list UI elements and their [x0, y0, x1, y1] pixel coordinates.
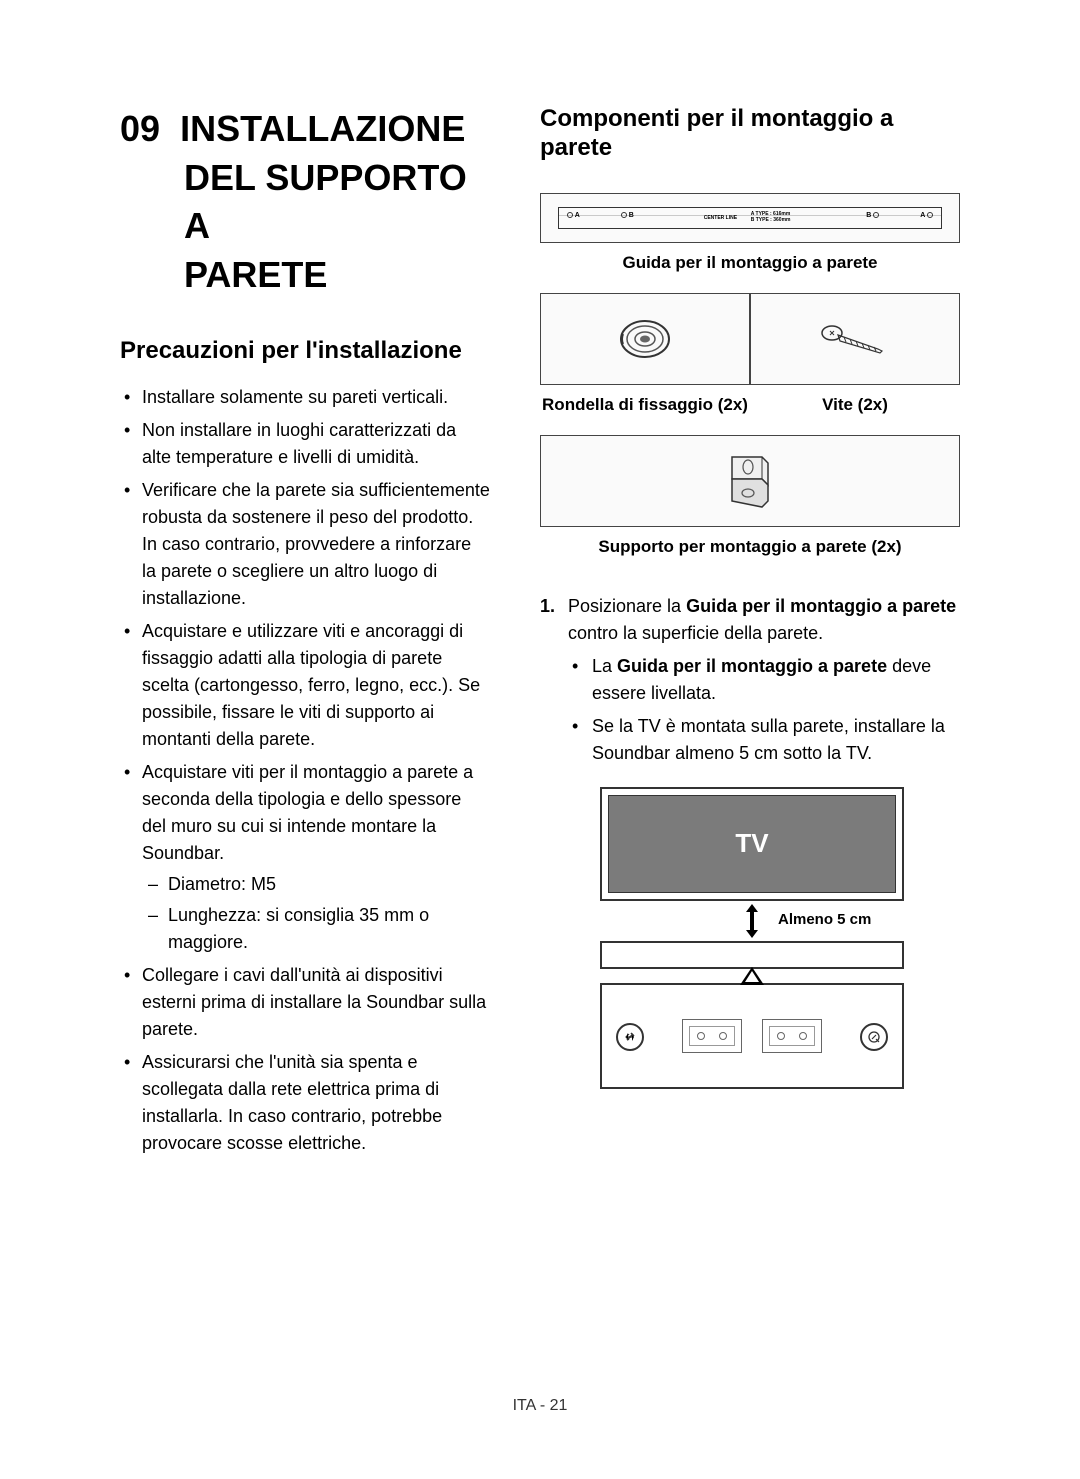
washer-caption: Rondella di fissaggio (2x): [540, 395, 750, 415]
list-item: Installare solamente su pareti verticali…: [120, 384, 490, 411]
hole-mark-left: [616, 1023, 644, 1051]
mark-a-left: A: [575, 212, 580, 219]
washer-illustration: [540, 293, 750, 385]
step-number: 1.: [540, 593, 555, 620]
step-sub-item: La Guida per il montaggio a parete deve …: [568, 653, 960, 707]
guide-caption: Guida per il montaggio a parete: [540, 253, 960, 273]
bracket-icon: [720, 449, 780, 513]
guide-illustration: A B CENTER LINE A TYPE : 616mm B TYPE : …: [540, 193, 960, 243]
step-text-bold: Guida per il montaggio a parete: [686, 596, 956, 616]
double-arrow-icon: [743, 902, 761, 940]
washer-screw-captions: Rondella di fissaggio (2x) Vite (2x): [540, 395, 960, 415]
wall-guide-scene: [600, 983, 904, 1089]
gap-label: Almeno 5 cm: [778, 911, 871, 928]
step-sublist: La Guida per il montaggio a parete deve …: [568, 653, 960, 767]
step-text-post: contro la superficie della parete.: [568, 623, 823, 643]
sub-list-item: Diametro: M5: [142, 871, 490, 898]
title-line2: DEL SUPPORTO A: [120, 154, 490, 251]
left-subtitle: Precauzioni per l'installazione: [120, 337, 490, 366]
screw-icon: [820, 319, 890, 359]
list-item-text: Acquistare viti per il montaggio a paret…: [142, 762, 473, 863]
sub-list-item: Lunghezza: si consiglia 35 mm o maggiore…: [142, 902, 490, 956]
list-item: Verificare che la parete sia sufficiente…: [120, 477, 490, 612]
guide-ruler: A B CENTER LINE A TYPE : 616mm B TYPE : …: [558, 207, 943, 229]
section-number: 09: [120, 108, 160, 149]
mark-type-b: B TYPE : 360mm: [751, 217, 791, 223]
list-item: Acquistare e utilizzare viti e ancoraggi…: [120, 618, 490, 753]
mark-center: CENTER LINE: [704, 215, 737, 221]
tv-frame: TV: [600, 787, 904, 901]
soundbar-outline: [600, 941, 904, 969]
precautions-list: Installare solamente su pareti verticali…: [120, 384, 490, 1157]
washer-screw-row: [540, 293, 960, 385]
step-text-pre: Posizionare la: [568, 596, 686, 616]
step-item: 1. Posizionare la Guida per il montaggio…: [540, 593, 960, 767]
list-item: Collegare i cavi dall'unità ai dispositi…: [120, 962, 490, 1043]
list-item: Non installare in luoghi caratterizzati …: [120, 417, 490, 471]
list-item: Acquistare viti per il montaggio a paret…: [120, 759, 490, 956]
screw-caption: Vite (2x): [750, 395, 960, 415]
tv-diagram: TV Almeno 5 cm: [600, 787, 904, 1089]
guide-bracket-right: [762, 1019, 822, 1053]
title-line1: INSTALLAZIONE: [180, 108, 465, 149]
washer-icon: [617, 316, 673, 362]
mark-b-right: B: [866, 212, 871, 219]
tv-screen: TV: [608, 795, 896, 893]
sub-bold: Guida per il montaggio a parete: [617, 656, 887, 676]
tv-label: TV: [735, 828, 768, 859]
bracket-illustration: [540, 435, 960, 527]
page-number: ITA - 21: [0, 1397, 1080, 1415]
hole-mark-right: [860, 1023, 888, 1051]
guide-bracket-left: [682, 1019, 742, 1053]
sub-pre: La: [592, 656, 617, 676]
screw-illustration: [750, 293, 960, 385]
step-sub-item: Se la TV è montata sulla parete, install…: [568, 713, 960, 767]
steps-list: 1. Posizionare la Guida per il montaggio…: [540, 593, 960, 767]
gap-indicator: Almeno 5 cm: [600, 901, 904, 941]
mark-b-left: B: [629, 212, 634, 219]
title-line3: PARETE: [120, 251, 490, 300]
right-subtitle: Componenti per il montaggio a parete: [540, 105, 960, 163]
level-icon: [740, 967, 764, 985]
bracket-caption: Supporto per montaggio a parete (2x): [540, 537, 960, 557]
list-item: Assicurarsi che l'unità sia spenta e sco…: [120, 1049, 490, 1157]
main-title: 09 INSTALLAZIONE DEL SUPPORTO A PARETE: [120, 105, 490, 299]
screw-spec-list: Diametro: M5 Lunghezza: si consiglia 35 …: [142, 871, 490, 956]
mark-a-right: A: [920, 212, 925, 219]
